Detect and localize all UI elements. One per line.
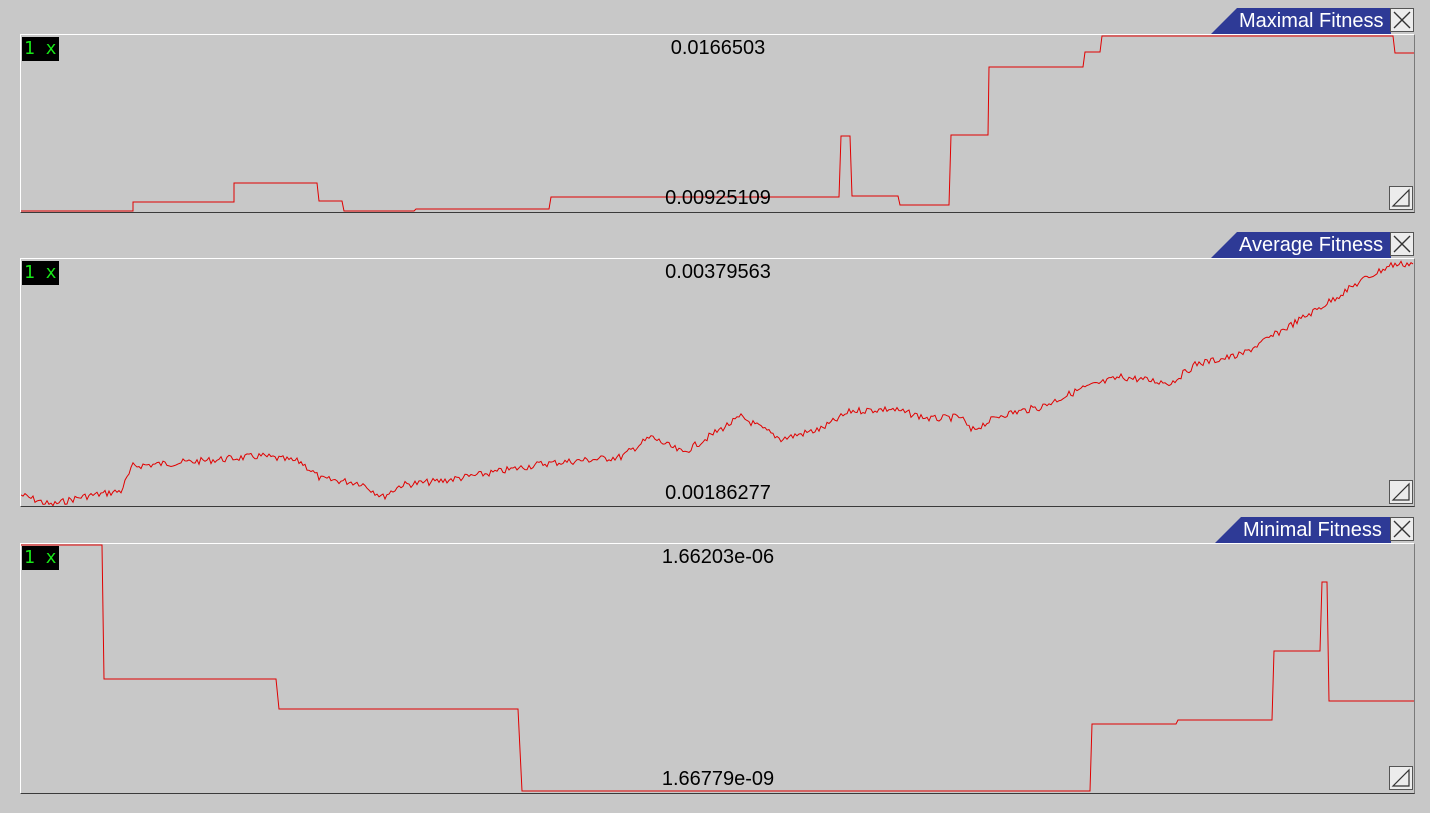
plot-area[interactable]: 1 x 1.66203e-06 1.66779e-09 <box>20 543 1415 794</box>
close-x-icon <box>1393 520 1411 538</box>
fitness-trace <box>21 35 1414 212</box>
close-button[interactable] <box>1390 232 1414 256</box>
fitness-trace <box>21 260 1414 506</box>
fitness-curve <box>21 544 1414 792</box>
resize-grip-icon <box>1391 768 1410 787</box>
zoom-badge[interactable]: 1 x <box>22 37 59 61</box>
resize-grip-icon <box>1391 482 1410 501</box>
min-value-label: 0.00186277 <box>665 482 771 504</box>
fitness-curve <box>21 35 1414 212</box>
average-fitness-panel: Average Fitness 1 x 0.00379563 0.0018627… <box>0 224 1430 508</box>
zoom-badge[interactable]: 1 x <box>22 546 59 570</box>
max-value-label: 0.0166503 <box>670 37 766 59</box>
min-value-label: 0.00925109 <box>665 187 771 209</box>
minimal-fitness-panel: Minimal Fitness 1 x 1.66203e-06 1.66779e… <box>0 509 1430 794</box>
panel-title: Average Fitness <box>1239 234 1384 256</box>
close-x-icon <box>1393 235 1411 253</box>
plot-area[interactable]: 1 x 0.0166503 0.00925109 <box>20 34 1415 213</box>
close-button[interactable] <box>1390 8 1414 32</box>
max-value-label: 1.66203e-06 <box>661 546 775 568</box>
resize-button[interactable] <box>1389 186 1413 210</box>
fitness-trace <box>21 544 1414 792</box>
panel-title-tab[interactable]: Minimal Fitness <box>1215 517 1391 543</box>
min-value-label: 1.66779e-09 <box>661 768 775 790</box>
panel-title-tab[interactable]: Average Fitness <box>1211 232 1391 258</box>
resize-grip-icon <box>1391 188 1410 207</box>
panel-title-tab[interactable]: Maximal Fitness <box>1211 8 1391 34</box>
fitness-curve <box>21 260 1414 506</box>
max-value-label: 0.00379563 <box>665 261 771 283</box>
panel-title: Minimal Fitness <box>1243 519 1382 541</box>
close-button[interactable] <box>1390 517 1414 541</box>
close-x-icon <box>1393 11 1411 29</box>
panel-title: Maximal Fitness <box>1239 10 1384 32</box>
resize-button[interactable] <box>1389 480 1413 504</box>
plot-area[interactable]: 1 x 0.00379563 0.00186277 <box>20 258 1415 507</box>
resize-button[interactable] <box>1389 766 1413 790</box>
zoom-badge[interactable]: 1 x <box>22 261 59 285</box>
maximal-fitness-panel: Maximal Fitness 1 x 0.0166503 0.00925109 <box>0 0 1430 213</box>
